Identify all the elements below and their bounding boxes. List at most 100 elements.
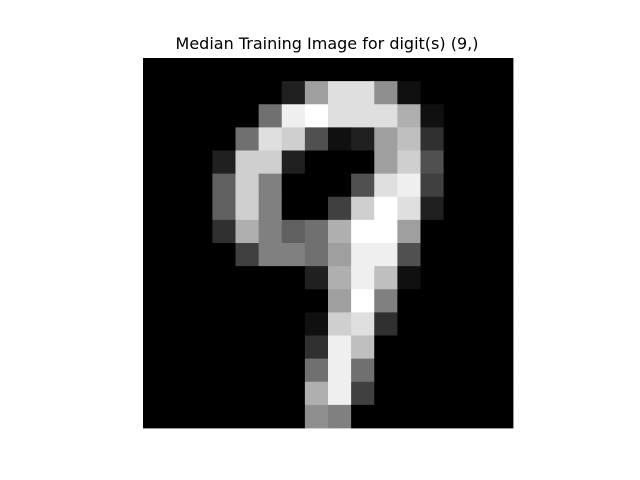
heatmap-cell-r10-c7 (304, 289, 329, 313)
heatmap-cell-r1-c4 (235, 81, 260, 105)
heatmap-cell-r9-c10 (374, 266, 398, 290)
heatmap-cell-r15-c12 (420, 404, 445, 429)
heatmap-cell-r14-c14 (466, 381, 491, 406)
heatmap-cell-r5-c15 (489, 173, 514, 198)
heatmap-cell-r1-c0 (143, 81, 167, 105)
heatmap-cell-r13-c12 (420, 358, 445, 383)
heatmap-cell-r7-c0 (143, 219, 167, 244)
heatmap-cell-r7-c1 (166, 219, 190, 244)
heatmap-cell-r3-c14 (466, 127, 491, 151)
heatmap-cell-r6-c10 (374, 196, 398, 221)
heatmap-cell-r6-c5 (258, 196, 283, 221)
heatmap-cell-r11-c8 (328, 312, 352, 336)
heatmap-cell-r12-c5 (258, 335, 283, 360)
heatmap-cell-r8-c8 (328, 243, 352, 267)
heatmap-cell-r0-c6 (281, 58, 306, 82)
heatmap-cell-r3-c8 (328, 127, 352, 151)
heatmap-cell-r4-c9 (351, 150, 375, 175)
heatmap-cell-r15-c9 (351, 404, 375, 429)
heatmap-cell-r6-c11 (397, 196, 421, 221)
heatmap-cell-r13-c3 (212, 358, 236, 383)
heatmap-cell-r6-c13 (443, 196, 468, 221)
heatmap-cell-r2-c14 (466, 104, 491, 128)
heatmap-cell-r2-c0 (143, 104, 167, 128)
heatmap-cell-r5-c13 (443, 173, 468, 198)
heatmap-cell-r13-c10 (374, 358, 398, 383)
heatmap-cell-r11-c2 (189, 312, 213, 336)
heatmap-cell-r12-c13 (443, 335, 468, 360)
heatmap-cell-r9-c5 (258, 266, 283, 290)
heatmap-cell-r14-c12 (420, 381, 445, 406)
heatmap-cell-r0-c2 (189, 58, 213, 82)
heatmap-cell-r9-c6 (281, 266, 306, 290)
heatmap-cell-r1-c14 (466, 81, 491, 105)
heatmap-cell-r2-c1 (166, 104, 190, 128)
heatmap-cell-r5-c7 (304, 173, 329, 198)
heatmap-cell-r0-c0 (143, 58, 167, 82)
heatmap-cell-r1-c3 (212, 81, 236, 105)
heatmap-cell-r14-c3 (212, 381, 236, 406)
heatmap-cell-r3-c4 (235, 127, 260, 151)
heatmap-cell-r7-c10 (374, 219, 398, 244)
heatmap-cell-r7-c11 (397, 219, 421, 244)
heatmap-cell-r10-c12 (420, 289, 445, 313)
heatmap-cell-r6-c1 (166, 196, 190, 221)
heatmap-cell-r15-c1 (166, 404, 190, 429)
heatmap-cell-r7-c2 (189, 219, 213, 244)
heatmap-cell-r5-c0 (143, 173, 167, 198)
heatmap-cell-r11-c10 (374, 312, 398, 336)
heatmap-cell-r9-c3 (212, 266, 236, 290)
heatmap-cell-r4-c10 (374, 150, 398, 175)
chart-title: Median Training Image for digit(s) (9,) (176, 34, 479, 53)
heatmap-cell-r11-c4 (235, 312, 260, 336)
heatmap-cell-r7-c4 (235, 219, 260, 244)
heatmap-cell-r8-c5 (258, 243, 283, 267)
heatmap-cell-r7-c9 (351, 219, 375, 244)
heatmap-cell-r10-c8 (328, 289, 352, 313)
heatmap-cell-r11-c6 (281, 312, 306, 336)
heatmap-cell-r8-c12 (420, 243, 445, 267)
heatmap-cell-r14-c1 (166, 381, 190, 406)
heatmap-cell-r3-c3 (212, 127, 236, 151)
heatmap-cell-r11-c12 (420, 312, 445, 336)
heatmap-cell-r8-c3 (212, 243, 236, 267)
heatmap-cell-r1-c2 (189, 81, 213, 105)
heatmap-cell-r15-c0 (143, 404, 167, 429)
heatmap-cell-r14-c11 (397, 381, 421, 406)
heatmap-cell-r9-c15 (489, 266, 514, 290)
heatmap-cell-r14-c13 (443, 381, 468, 406)
heatmap-cell-r6-c3 (212, 196, 236, 221)
heatmap-cell-r10-c6 (281, 289, 306, 313)
heatmap-cell-r10-c2 (189, 289, 213, 313)
heatmap-cell-r6-c9 (351, 196, 375, 221)
heatmap-cell-r15-c11 (397, 404, 421, 429)
heatmap-cell-r14-c5 (258, 381, 283, 406)
heatmap-cell-r3-c9 (351, 127, 375, 151)
heatmap-cell-r15-c4 (235, 404, 260, 429)
heatmap-cell-r1-c12 (420, 81, 445, 105)
heatmap-cell-r0-c1 (166, 58, 190, 82)
heatmap-cell-r5-c14 (466, 173, 491, 198)
heatmap-cell-r4-c0 (143, 150, 167, 175)
heatmap-cell-r2-c6 (281, 104, 306, 128)
heatmap-cell-r2-c2 (189, 104, 213, 128)
heatmap-cell-r2-c9 (351, 104, 375, 128)
heatmap-cell-r11-c5 (258, 312, 283, 336)
heatmap-cell-r9-c0 (143, 266, 167, 290)
heatmap-cell-r8-c6 (281, 243, 306, 267)
heatmap-cell-r13-c6 (281, 358, 306, 383)
heatmap-cell-r6-c8 (328, 196, 352, 221)
heatmap-cell-r4-c4 (235, 150, 260, 175)
heatmap-cell-r0-c8 (328, 58, 352, 82)
heatmap-cell-r12-c10 (374, 335, 398, 360)
heatmap-cell-r0-c5 (258, 58, 283, 82)
heatmap-cell-r2-c13 (443, 104, 468, 128)
heatmap-cell-r8-c10 (374, 243, 398, 267)
heatmap-cell-r15-c15 (489, 404, 514, 429)
heatmap-cell-r3-c2 (189, 127, 213, 151)
heatmap-cell-r4-c12 (420, 150, 445, 175)
heatmap-cell-r1-c13 (443, 81, 468, 105)
heatmap-cell-r13-c15 (489, 358, 514, 383)
heatmap-cell-r15-c3 (212, 404, 236, 429)
heatmap-cell-r5-c11 (397, 173, 421, 198)
